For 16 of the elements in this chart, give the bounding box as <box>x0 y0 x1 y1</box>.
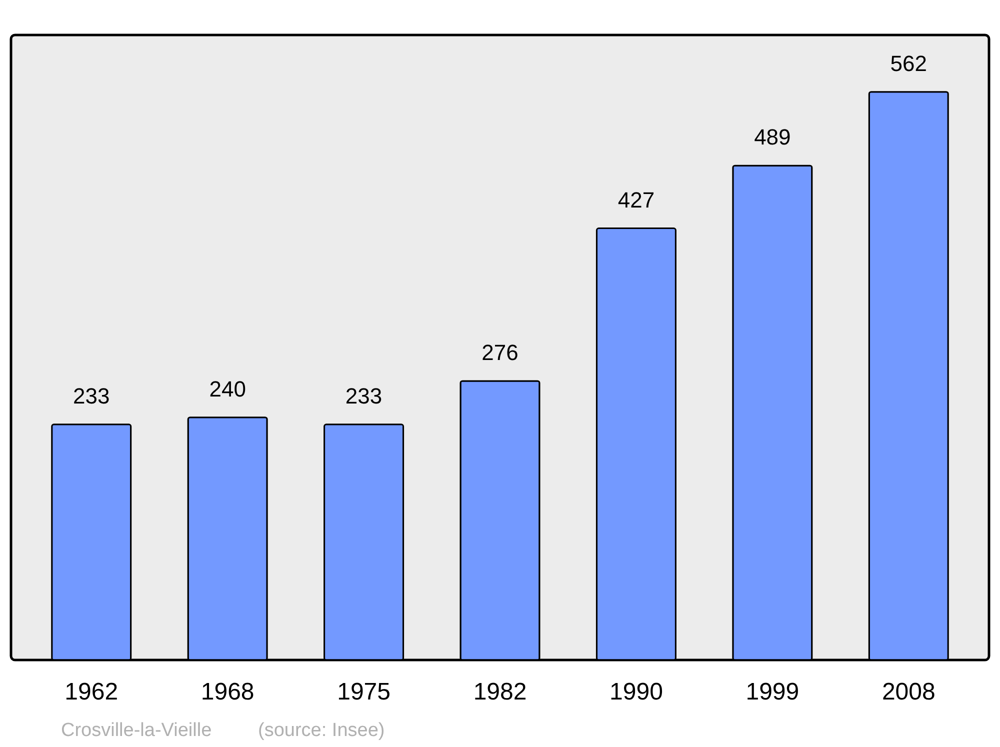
text: Crosville-la-Vieille <box>61 720 212 741</box>
x-tick-label: 1990 <box>610 678 663 706</box>
text: (source: Insee) <box>258 720 385 741</box>
data-label: 562 <box>890 50 927 76</box>
data-label: 489 <box>754 124 791 150</box>
x-tick-label: 1999 <box>746 678 800 706</box>
data-label: 427 <box>618 187 655 212</box>
x-tick-label: 1962 <box>64 678 118 706</box>
x-tick-label: 1968 <box>200 678 254 706</box>
data-label: 233 <box>345 383 382 408</box>
x-tick-label: 2008 <box>882 678 936 706</box>
x-tick-label: 1975 <box>337 678 390 706</box>
data-label: 276 <box>482 340 518 365</box>
data-label: 233 <box>73 383 110 408</box>
x-tick-label: 1982 <box>473 678 527 706</box>
data-label: 240 <box>209 376 246 402</box>
